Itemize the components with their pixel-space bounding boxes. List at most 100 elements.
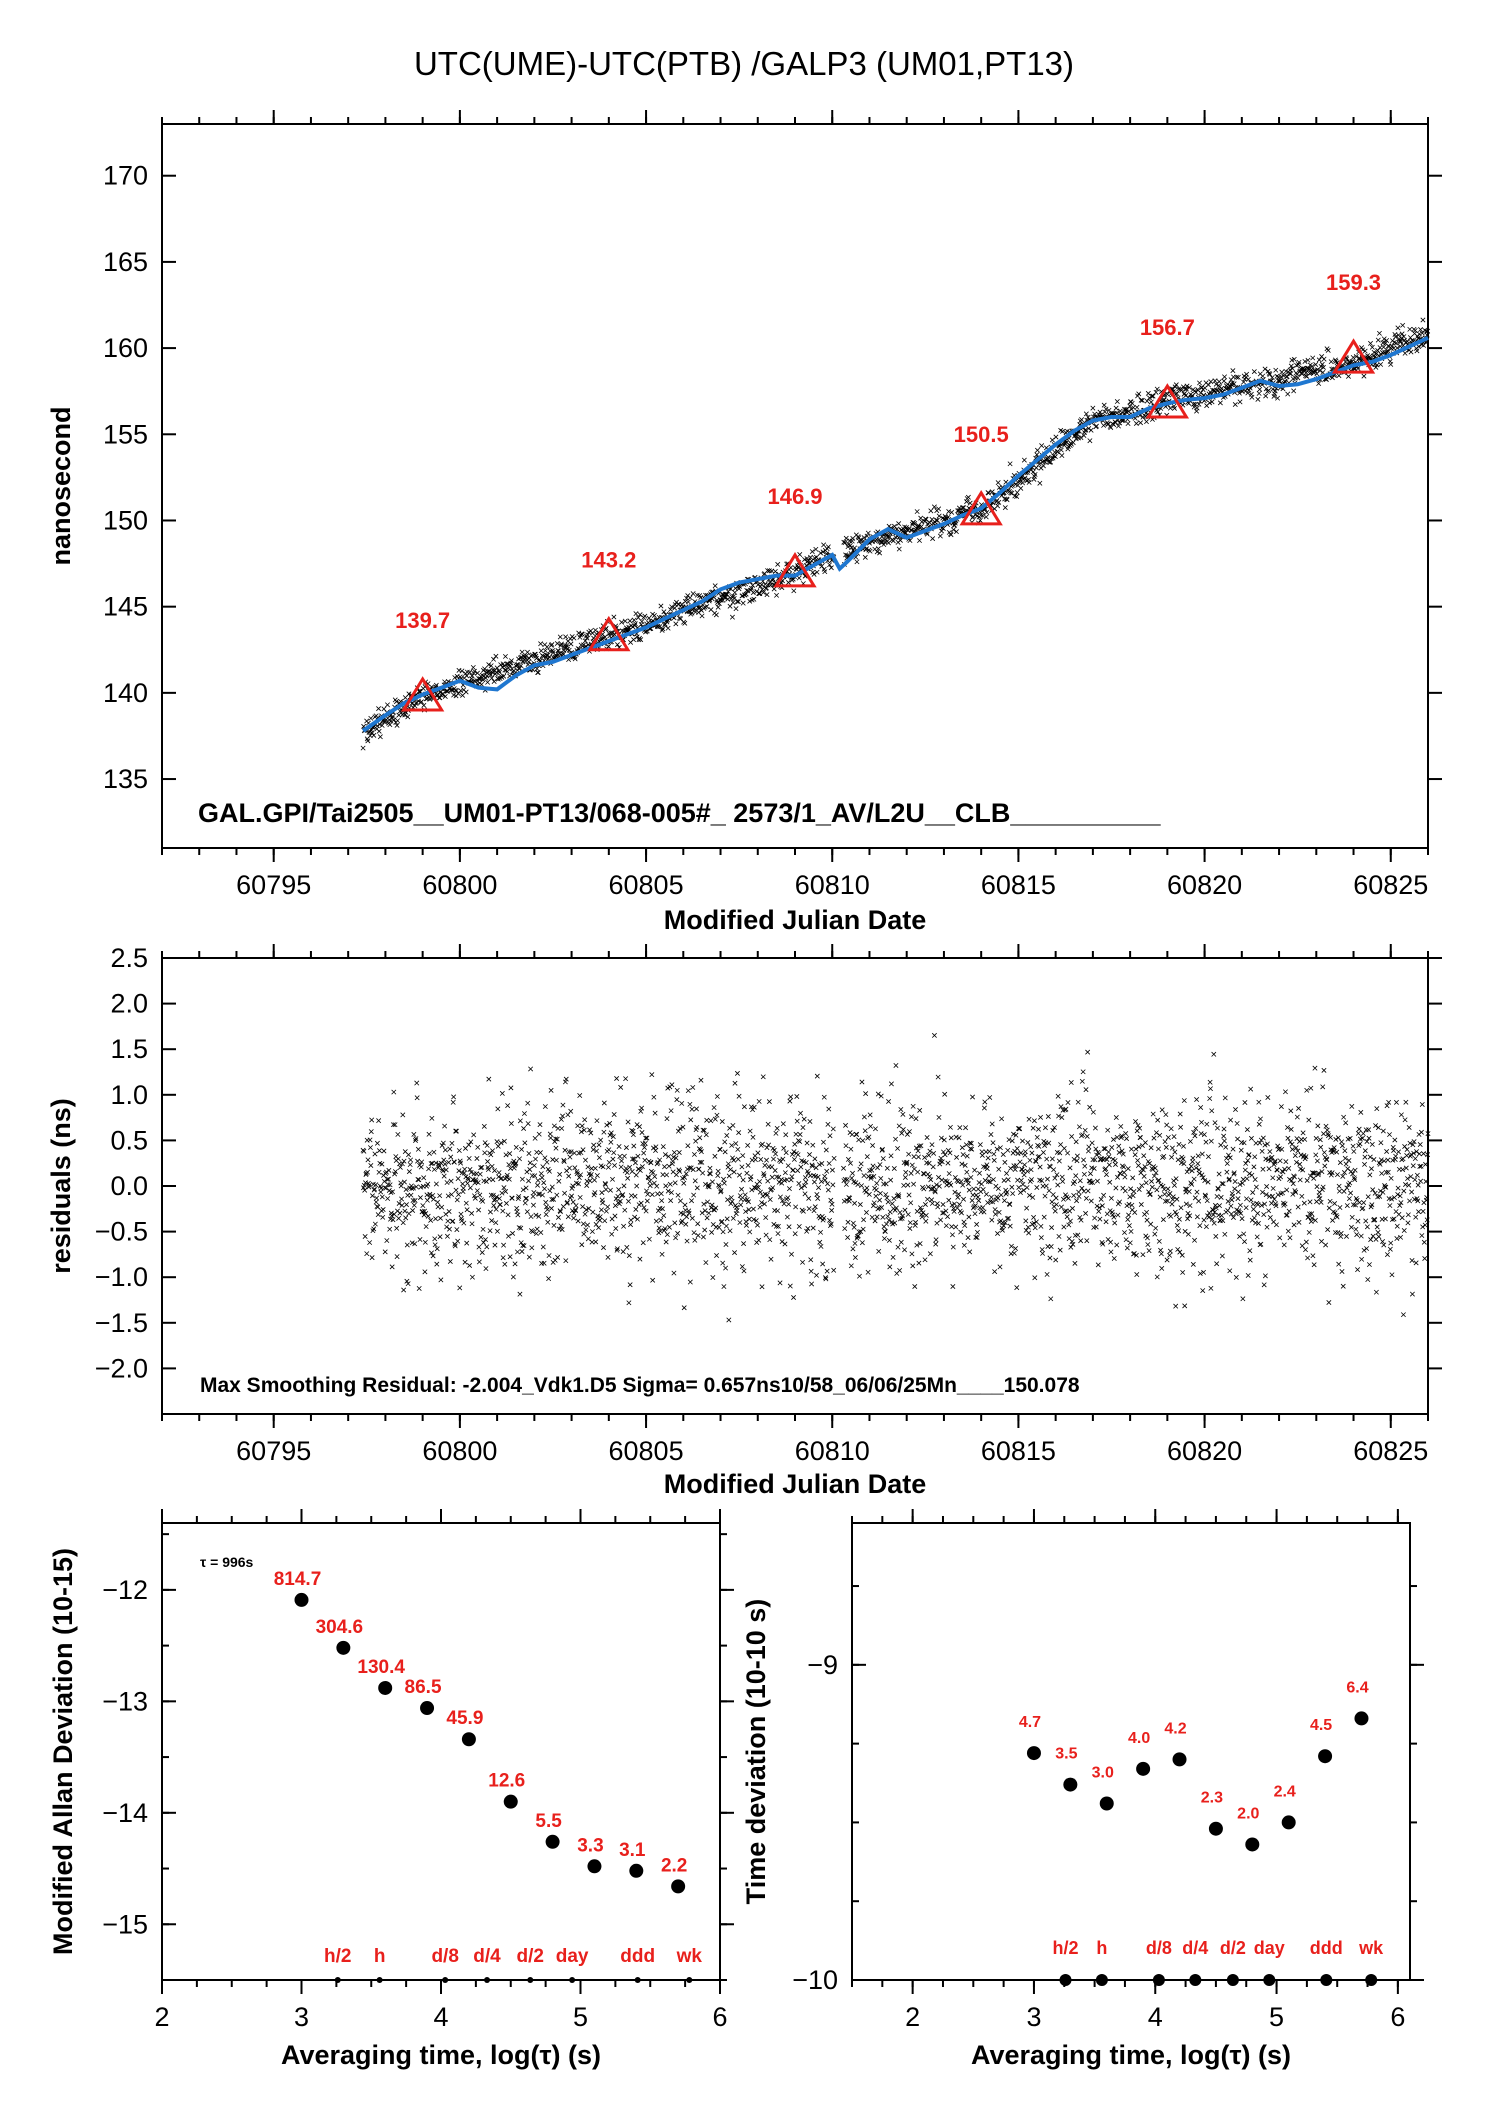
residuals-panel: 60795 60800 60805 60810 60815 60820 60825−2.0−…: [46, 943, 1442, 1499]
residual-point: [1409, 1189, 1415, 1195]
residual-point: [897, 1209, 903, 1215]
residual-point: [1186, 1189, 1192, 1195]
residual-point: [1322, 1163, 1328, 1169]
residual-point: [1352, 1167, 1358, 1173]
residual-point: [733, 1141, 739, 1147]
residual-point: [451, 1094, 457, 1100]
residual-point: [431, 1149, 437, 1155]
data-point: [485, 679, 491, 685]
residual-point: [736, 1130, 742, 1136]
residual-point: [1418, 1129, 1424, 1135]
residual-point: [1174, 1196, 1180, 1202]
y-tick-label: 160: [103, 333, 148, 363]
data-point: [455, 691, 461, 697]
residual-point: [1420, 1224, 1426, 1230]
data-point: [796, 575, 802, 581]
residual-point: [757, 1204, 763, 1210]
residual-point: [1187, 1138, 1193, 1144]
residual-point: [1374, 1106, 1380, 1112]
residual-point: [884, 1165, 890, 1171]
data-point: [1316, 381, 1322, 387]
residual-point: [1340, 1173, 1346, 1179]
residual-point: [1132, 1152, 1138, 1158]
residual-point: [429, 1115, 435, 1121]
data-point: [1209, 399, 1215, 405]
data-point: [819, 563, 825, 569]
residual-point: [1075, 1099, 1081, 1105]
data-point: [418, 699, 424, 705]
residual-point: [482, 1140, 488, 1146]
data-point: [661, 609, 667, 615]
residual-point: [1042, 1125, 1048, 1131]
data-point: [1345, 373, 1351, 379]
residual-point: [582, 1117, 588, 1123]
reference-mark-label: d/2: [517, 1946, 544, 1967]
residual-point: [725, 1161, 731, 1167]
residual-point: [422, 1269, 428, 1275]
residual-point: [375, 1212, 381, 1218]
residual-point: [1180, 1156, 1186, 1162]
residual-point: [1409, 1258, 1415, 1263]
residual-point: [381, 1148, 387, 1154]
residual-point: [649, 1192, 655, 1198]
residual-point: [365, 1169, 371, 1175]
residual-point: [841, 1165, 847, 1171]
residual-point: [747, 1229, 753, 1235]
residual-point: [548, 1205, 554, 1211]
residual-point: [906, 1192, 912, 1198]
residual-point: [862, 1128, 868, 1134]
residual-point: [1017, 1159, 1023, 1165]
residual-point: [649, 1072, 655, 1078]
residual-point: [1171, 1182, 1177, 1188]
residual-point: [941, 1137, 947, 1143]
data-point: [1008, 490, 1014, 496]
residual-point: [946, 1197, 952, 1203]
residual-point: [786, 1186, 792, 1192]
residual-point: [966, 1214, 972, 1220]
residual-point: [638, 1108, 644, 1114]
residual-point: [647, 1183, 653, 1189]
residual-point: [1190, 1155, 1196, 1161]
residual-point: [580, 1147, 586, 1153]
residual-point: [800, 1259, 806, 1265]
residual-point: [749, 1187, 755, 1193]
data-point: [1245, 376, 1251, 382]
data-point: [1192, 401, 1198, 407]
residual-point: [734, 1070, 740, 1076]
data-point: [585, 632, 591, 638]
residual-point: [1058, 1142, 1064, 1148]
residual-point: [1024, 1205, 1030, 1211]
residual-point: [1246, 1152, 1252, 1158]
residual-point: [998, 1192, 1004, 1198]
data-point: [1060, 428, 1065, 434]
residual-point: [782, 1241, 788, 1247]
residual-point: [714, 1252, 720, 1258]
data-point: [811, 571, 817, 577]
deviation-value-label: 3.5: [1055, 1746, 1077, 1763]
residual-point: [364, 1251, 370, 1257]
residual-point: [428, 1217, 434, 1223]
residual-point: [1225, 1198, 1231, 1204]
residual-point: [1420, 1208, 1426, 1214]
residual-point: [1283, 1159, 1289, 1165]
residual-point: [1356, 1126, 1362, 1132]
residual-point: [1171, 1134, 1177, 1140]
residual-point: [1413, 1260, 1419, 1266]
residual-point: [613, 1225, 619, 1231]
residual-point: [849, 1132, 855, 1138]
residual-point: [822, 1177, 828, 1183]
residual-point: [750, 1206, 756, 1212]
deviation-point: [1026, 1746, 1041, 1761]
data-point: [627, 618, 633, 624]
data-point: [712, 583, 718, 589]
residual-point: [959, 1145, 965, 1151]
residual-point: [1285, 1228, 1291, 1234]
residual-point: [831, 1267, 837, 1273]
residual-point: [744, 1170, 750, 1176]
residual-point: [499, 1190, 505, 1196]
residual-point: [417, 1195, 423, 1201]
residual-point: [909, 1251, 915, 1257]
residual-point: [423, 1224, 429, 1230]
data-point: [518, 663, 524, 669]
residual-point: [1072, 1179, 1078, 1185]
